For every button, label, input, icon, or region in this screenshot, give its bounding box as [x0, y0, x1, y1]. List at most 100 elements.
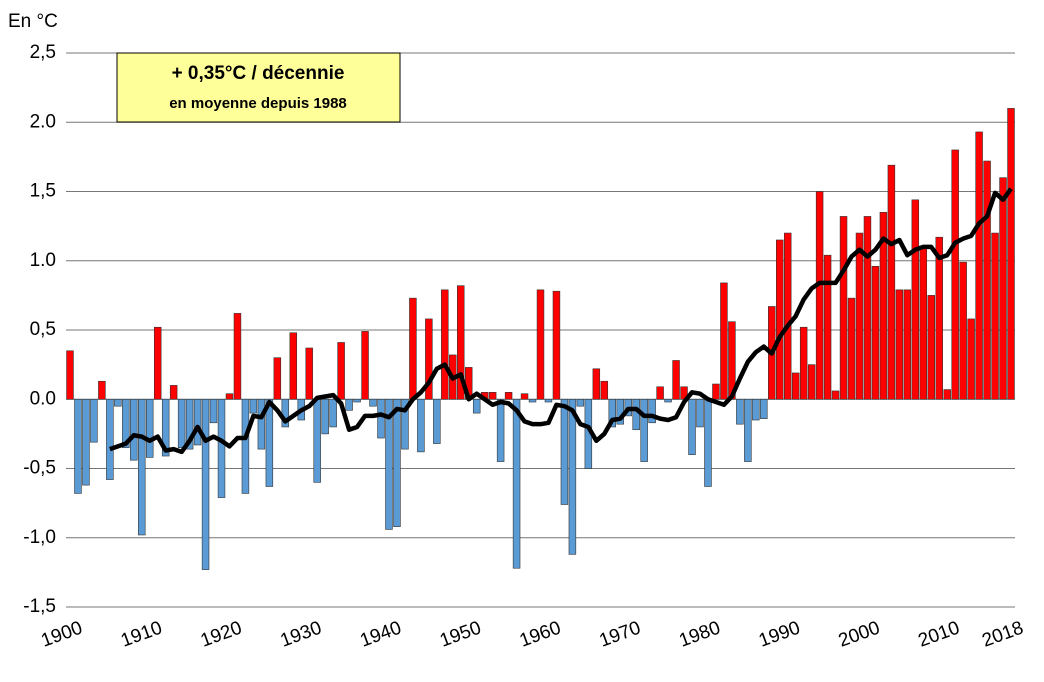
- bar: [82, 398, 90, 486]
- bar: [959, 261, 967, 400]
- bar: [153, 326, 162, 400]
- bar: [704, 398, 712, 487]
- bar: [656, 386, 664, 400]
- bar: [90, 398, 98, 443]
- bar: [185, 398, 194, 450]
- y-tick-label: -1,5: [23, 596, 56, 617]
- bar: [879, 211, 888, 400]
- bar: [217, 398, 226, 498]
- bar: [138, 398, 146, 536]
- bar: [225, 393, 234, 400]
- bar: [385, 398, 393, 530]
- x-tick-label: 2010: [916, 617, 963, 651]
- x-tick-label: 2018: [979, 617, 1026, 651]
- x-tick-label: 1920: [198, 617, 245, 651]
- bar: [130, 398, 138, 461]
- bar: [991, 232, 999, 400]
- bar: [839, 216, 848, 400]
- bar: [146, 398, 154, 458]
- bar: [560, 398, 569, 505]
- bar: [74, 398, 82, 494]
- bar: [975, 131, 983, 400]
- bar: [799, 326, 808, 400]
- bar: [377, 398, 385, 439]
- bar: [265, 398, 274, 487]
- bar: [169, 385, 178, 400]
- bar: [417, 398, 425, 453]
- x-tick-label: 1960: [517, 617, 564, 651]
- bar: [951, 149, 959, 400]
- x-tick-label: 1940: [357, 617, 404, 651]
- bar: [361, 331, 369, 400]
- bar: [576, 398, 585, 407]
- bar: [496, 398, 505, 462]
- bar: [783, 232, 792, 400]
- y-tick-label: -1,0: [23, 527, 56, 548]
- bar: [161, 398, 170, 457]
- bar: [249, 398, 258, 414]
- moving-average-line: [109, 187, 1013, 455]
- bar: [536, 289, 545, 400]
- x-tick-label: 1910: [118, 617, 165, 651]
- bar: [369, 398, 377, 407]
- bar: [935, 236, 943, 400]
- bar: [241, 398, 250, 494]
- bar: [441, 289, 449, 400]
- bar: [807, 364, 816, 400]
- bar: [855, 232, 864, 400]
- bar: [329, 398, 337, 428]
- y-tick-label: 0,5: [30, 319, 56, 340]
- bar: [321, 398, 329, 435]
- bar: [600, 380, 609, 400]
- bar: [409, 297, 417, 400]
- bar: [776, 239, 784, 400]
- bar: [568, 398, 577, 555]
- bar: [672, 360, 680, 400]
- bar: [353, 398, 361, 403]
- bar: [528, 398, 537, 403]
- bar: [193, 398, 202, 446]
- bar: [552, 290, 561, 400]
- bar: [696, 398, 704, 428]
- bar: [122, 398, 130, 449]
- bar: [815, 191, 824, 400]
- annotation-box: [116, 52, 401, 123]
- x-tick-label: 1930: [278, 617, 325, 651]
- bar: [393, 398, 401, 527]
- x-tick-label: 1950: [437, 617, 484, 651]
- bar: [401, 398, 409, 450]
- y-tick-label: 1.0: [30, 250, 56, 271]
- y-tick-label: -0,5: [23, 458, 56, 479]
- bar: [871, 265, 880, 400]
- bar: [1007, 108, 1015, 400]
- bar: [911, 199, 920, 400]
- bar: [903, 289, 912, 400]
- x-tick-label: 1980: [676, 617, 723, 651]
- bar: [983, 160, 991, 400]
- y-tick-label: 1,5: [30, 181, 56, 202]
- x-tick-label: 1970: [597, 617, 644, 651]
- bar: [712, 383, 720, 400]
- bar: [791, 372, 800, 400]
- bar: [337, 342, 345, 400]
- bar: [688, 398, 696, 455]
- bar: [209, 398, 218, 424]
- x-tick-label: 2000: [836, 617, 883, 651]
- bar: [720, 282, 728, 400]
- bar: [177, 398, 186, 449]
- bar: [98, 380, 106, 400]
- bar: [943, 389, 951, 400]
- bar: [201, 398, 210, 570]
- bar: [927, 295, 935, 400]
- bar: [640, 398, 648, 462]
- y-tick-label: 2,5: [30, 42, 56, 63]
- annotation-title: + 0,35°C / décennie: [172, 63, 345, 84]
- annotation-subtitle: en moyenne depuis 1988: [169, 95, 347, 112]
- bar: [823, 254, 832, 400]
- bar: [305, 347, 313, 400]
- bar: [544, 398, 553, 403]
- bar: [752, 398, 760, 421]
- x-tick-label: 1900: [38, 617, 85, 651]
- bar: [847, 297, 856, 400]
- bar: [608, 398, 617, 428]
